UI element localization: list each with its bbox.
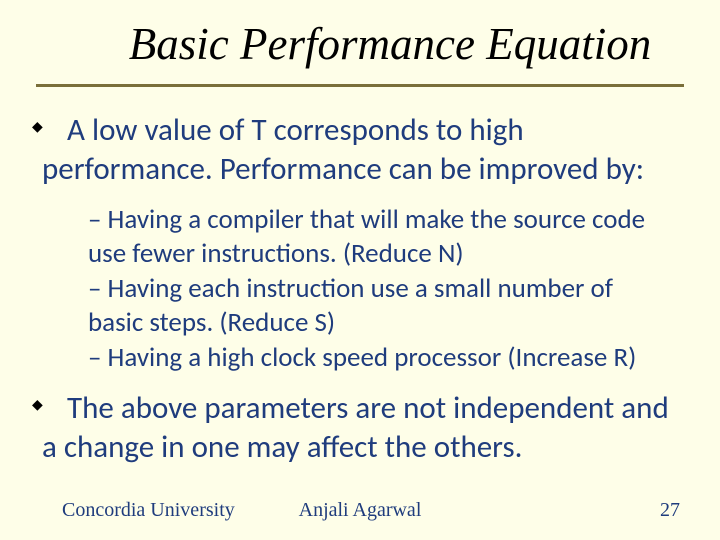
sub-bullet-block: – Having a compiler that will make the s… xyxy=(88,203,654,376)
bullet-text: The above parameters are not independent… xyxy=(42,389,669,466)
bullet-text: A low value of T corresponds to high per… xyxy=(42,111,644,188)
slide-title: Basic Performance Equation xyxy=(96,18,684,70)
slide: Basic Performance Equation A low value o… xyxy=(0,0,720,540)
diamond-bullet-icon xyxy=(38,403,50,415)
footer-center: Anjali Agarwal xyxy=(299,499,422,522)
sub-bullet-item: – Having a high clock speed processor (I… xyxy=(88,341,654,376)
footer-right: 27 xyxy=(660,499,680,522)
diamond-bullet-icon xyxy=(38,125,50,137)
slide-body: A low value of T corresponds to high per… xyxy=(36,111,684,467)
footer-left: Concordia University xyxy=(62,499,235,522)
slide-footer: Concordia University Anjali Agarwal 27 xyxy=(0,499,720,522)
sub-bullet-item: – Having a compiler that will make the s… xyxy=(88,203,654,272)
bullet-item: The above parameters are not independent… xyxy=(36,389,684,467)
title-divider xyxy=(36,84,684,87)
bullet-item: A low value of T corresponds to high per… xyxy=(36,111,684,189)
sub-bullet-item: – Having each instruction use a small nu… xyxy=(88,272,654,341)
